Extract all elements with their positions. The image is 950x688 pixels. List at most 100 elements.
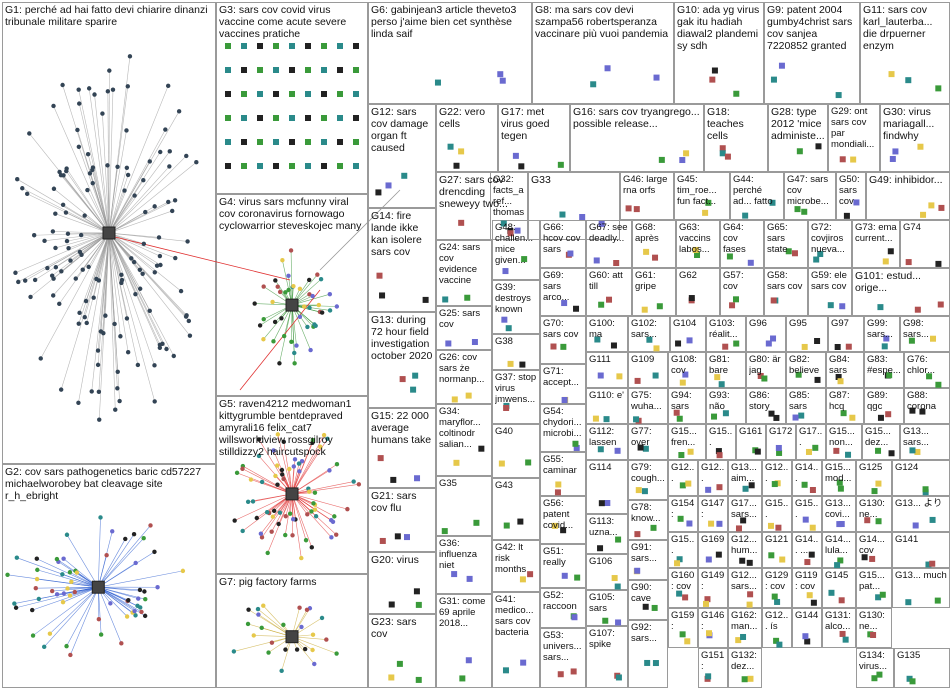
group-label-g13: G13: during 72 hour field investigation … bbox=[371, 314, 433, 362]
node bbox=[250, 499, 256, 504]
node bbox=[290, 533, 295, 538]
node bbox=[281, 333, 287, 339]
edge bbox=[108, 161, 197, 234]
node bbox=[292, 350, 297, 356]
node bbox=[187, 333, 193, 338]
node bbox=[692, 246, 699, 253]
edge bbox=[242, 465, 293, 495]
node bbox=[57, 301, 62, 307]
group-box-g84 bbox=[826, 352, 864, 388]
node bbox=[311, 501, 316, 506]
node bbox=[281, 476, 286, 482]
node bbox=[834, 562, 841, 569]
node bbox=[615, 674, 622, 681]
edge bbox=[233, 636, 293, 652]
node bbox=[517, 518, 524, 525]
group-label-g135: G135 bbox=[897, 650, 921, 661]
group-box-g130 bbox=[856, 496, 892, 532]
group-box-g29 bbox=[828, 104, 880, 172]
group-label-g152: G15... chlo... bbox=[795, 498, 819, 520]
group-label-g69: G69: sars arco... bbox=[543, 270, 570, 303]
edge bbox=[98, 537, 144, 588]
node bbox=[273, 163, 279, 169]
group-label-g11: G11: sars cov karl_lauterba... die drpue… bbox=[863, 4, 933, 52]
node bbox=[297, 605, 302, 610]
edge bbox=[108, 232, 182, 292]
node bbox=[653, 74, 660, 81]
group-label-g26: G26: cov sars że normanp... tak ci wszys… bbox=[439, 352, 485, 385]
node bbox=[594, 336, 601, 343]
node bbox=[572, 440, 579, 447]
node bbox=[28, 294, 33, 300]
edge bbox=[84, 232, 110, 318]
node bbox=[53, 245, 58, 251]
node bbox=[768, 552, 775, 559]
node bbox=[283, 290, 288, 295]
group-label-g153: G15... pate... bbox=[671, 534, 695, 556]
group-box-g25 bbox=[436, 306, 492, 350]
node bbox=[678, 452, 685, 459]
node bbox=[96, 389, 102, 394]
group-box-g109 bbox=[628, 352, 668, 388]
group-label-g140: G14... lula... bbox=[825, 534, 851, 556]
node bbox=[641, 488, 648, 495]
group-label-g24: G24: sars cov evidence vaccine given bug bbox=[439, 242, 481, 286]
node bbox=[567, 250, 574, 257]
node bbox=[264, 510, 270, 515]
group-box-g52 bbox=[540, 588, 586, 628]
group-box-g45 bbox=[674, 172, 730, 220]
node bbox=[316, 302, 322, 308]
node bbox=[579, 214, 586, 221]
group-label-g169: G169 bbox=[701, 534, 725, 545]
node bbox=[798, 412, 805, 419]
group-label-g132: G132: dez... bbox=[731, 650, 757, 672]
node bbox=[598, 500, 605, 507]
node bbox=[271, 508, 277, 514]
group-box-g96 bbox=[746, 316, 786, 352]
edge bbox=[108, 86, 129, 234]
group-box-g104 bbox=[670, 316, 706, 352]
edge bbox=[70, 587, 99, 656]
node bbox=[64, 643, 69, 649]
group-box-g138 bbox=[728, 460, 762, 496]
group-label-g145: G145 bbox=[825, 570, 849, 581]
edge bbox=[108, 129, 166, 234]
node bbox=[76, 87, 81, 92]
node bbox=[814, 376, 821, 383]
group-box-g22 bbox=[436, 104, 498, 172]
group-box-g4 bbox=[216, 194, 368, 396]
node bbox=[273, 139, 279, 145]
node bbox=[138, 605, 143, 610]
node bbox=[845, 343, 852, 350]
node bbox=[313, 514, 319, 519]
node bbox=[410, 386, 417, 393]
group-box-g70 bbox=[540, 316, 586, 364]
group-box-g18 bbox=[704, 104, 768, 172]
node bbox=[312, 507, 318, 512]
node bbox=[705, 556, 712, 563]
node bbox=[754, 448, 761, 455]
node bbox=[287, 511, 293, 516]
node bbox=[132, 193, 137, 198]
node bbox=[920, 211, 927, 218]
edge bbox=[108, 151, 171, 234]
node bbox=[105, 89, 111, 94]
node bbox=[152, 549, 157, 555]
node bbox=[261, 316, 266, 322]
node bbox=[327, 308, 333, 313]
group-label-g161: G161 bbox=[739, 426, 763, 437]
node bbox=[271, 448, 276, 453]
group-label-g79: G79: cough... bbox=[631, 462, 665, 484]
node bbox=[171, 353, 176, 359]
group-label-g70: G70: sars cov bbox=[543, 318, 579, 340]
node bbox=[124, 128, 129, 133]
edge bbox=[108, 232, 161, 345]
edge bbox=[291, 493, 313, 548]
group-box-g95 bbox=[786, 316, 828, 352]
node bbox=[773, 637, 780, 644]
node bbox=[273, 67, 279, 73]
group-box-g81 bbox=[706, 352, 746, 388]
node bbox=[289, 91, 295, 97]
node bbox=[637, 444, 644, 451]
node bbox=[133, 291, 138, 297]
